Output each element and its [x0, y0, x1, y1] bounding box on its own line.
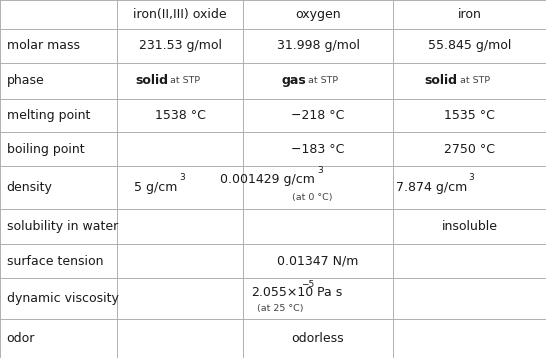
Text: odorless: odorless [292, 332, 345, 345]
Text: oxygen: oxygen [295, 8, 341, 21]
Text: iron: iron [458, 8, 482, 21]
Text: (at 25 °C): (at 25 °C) [257, 305, 303, 314]
Text: at STP: at STP [460, 77, 490, 86]
Text: 31.998 g/mol: 31.998 g/mol [276, 39, 360, 52]
Text: solid: solid [425, 74, 458, 87]
Text: 3: 3 [317, 165, 323, 175]
Text: dynamic viscosity: dynamic viscosity [7, 292, 118, 305]
Text: −218 °C: −218 °C [292, 109, 345, 122]
Text: 231.53 g/mol: 231.53 g/mol [139, 39, 222, 52]
Text: boiling point: boiling point [7, 142, 84, 155]
Text: molar mass: molar mass [7, 39, 80, 52]
Text: solid: solid [135, 74, 168, 87]
Text: iron(II,III) oxide: iron(II,III) oxide [133, 8, 227, 21]
Text: at STP: at STP [308, 77, 339, 86]
Text: 3: 3 [179, 173, 185, 183]
Text: surface tension: surface tension [7, 255, 103, 268]
Text: insoluble: insoluble [442, 221, 497, 233]
Text: 1535 °C: 1535 °C [444, 109, 495, 122]
Text: gas: gas [281, 74, 306, 87]
Text: 1538 °C: 1538 °C [155, 109, 206, 122]
Text: Pa s: Pa s [313, 286, 343, 299]
Text: (at 0 °C): (at 0 °C) [292, 193, 333, 202]
Text: 2.055×10: 2.055×10 [251, 286, 313, 299]
Text: 7.874 g/cm: 7.874 g/cm [396, 181, 467, 194]
Text: 5 g/cm: 5 g/cm [134, 181, 177, 194]
Text: 0.001429 g/cm: 0.001429 g/cm [221, 173, 316, 186]
Text: 0.01347 N/m: 0.01347 N/m [277, 255, 359, 268]
Text: −5: −5 [301, 280, 314, 289]
Text: 2750 °C: 2750 °C [444, 142, 495, 155]
Text: at STP: at STP [170, 77, 200, 86]
Text: melting point: melting point [7, 109, 90, 122]
Text: 3: 3 [468, 173, 474, 183]
Text: odor: odor [7, 332, 35, 345]
Text: 55.845 g/mol: 55.845 g/mol [428, 39, 511, 52]
Text: −183 °C: −183 °C [292, 142, 345, 155]
Text: solubility in water: solubility in water [7, 221, 118, 233]
Text: density: density [7, 181, 52, 194]
Text: phase: phase [7, 74, 44, 87]
